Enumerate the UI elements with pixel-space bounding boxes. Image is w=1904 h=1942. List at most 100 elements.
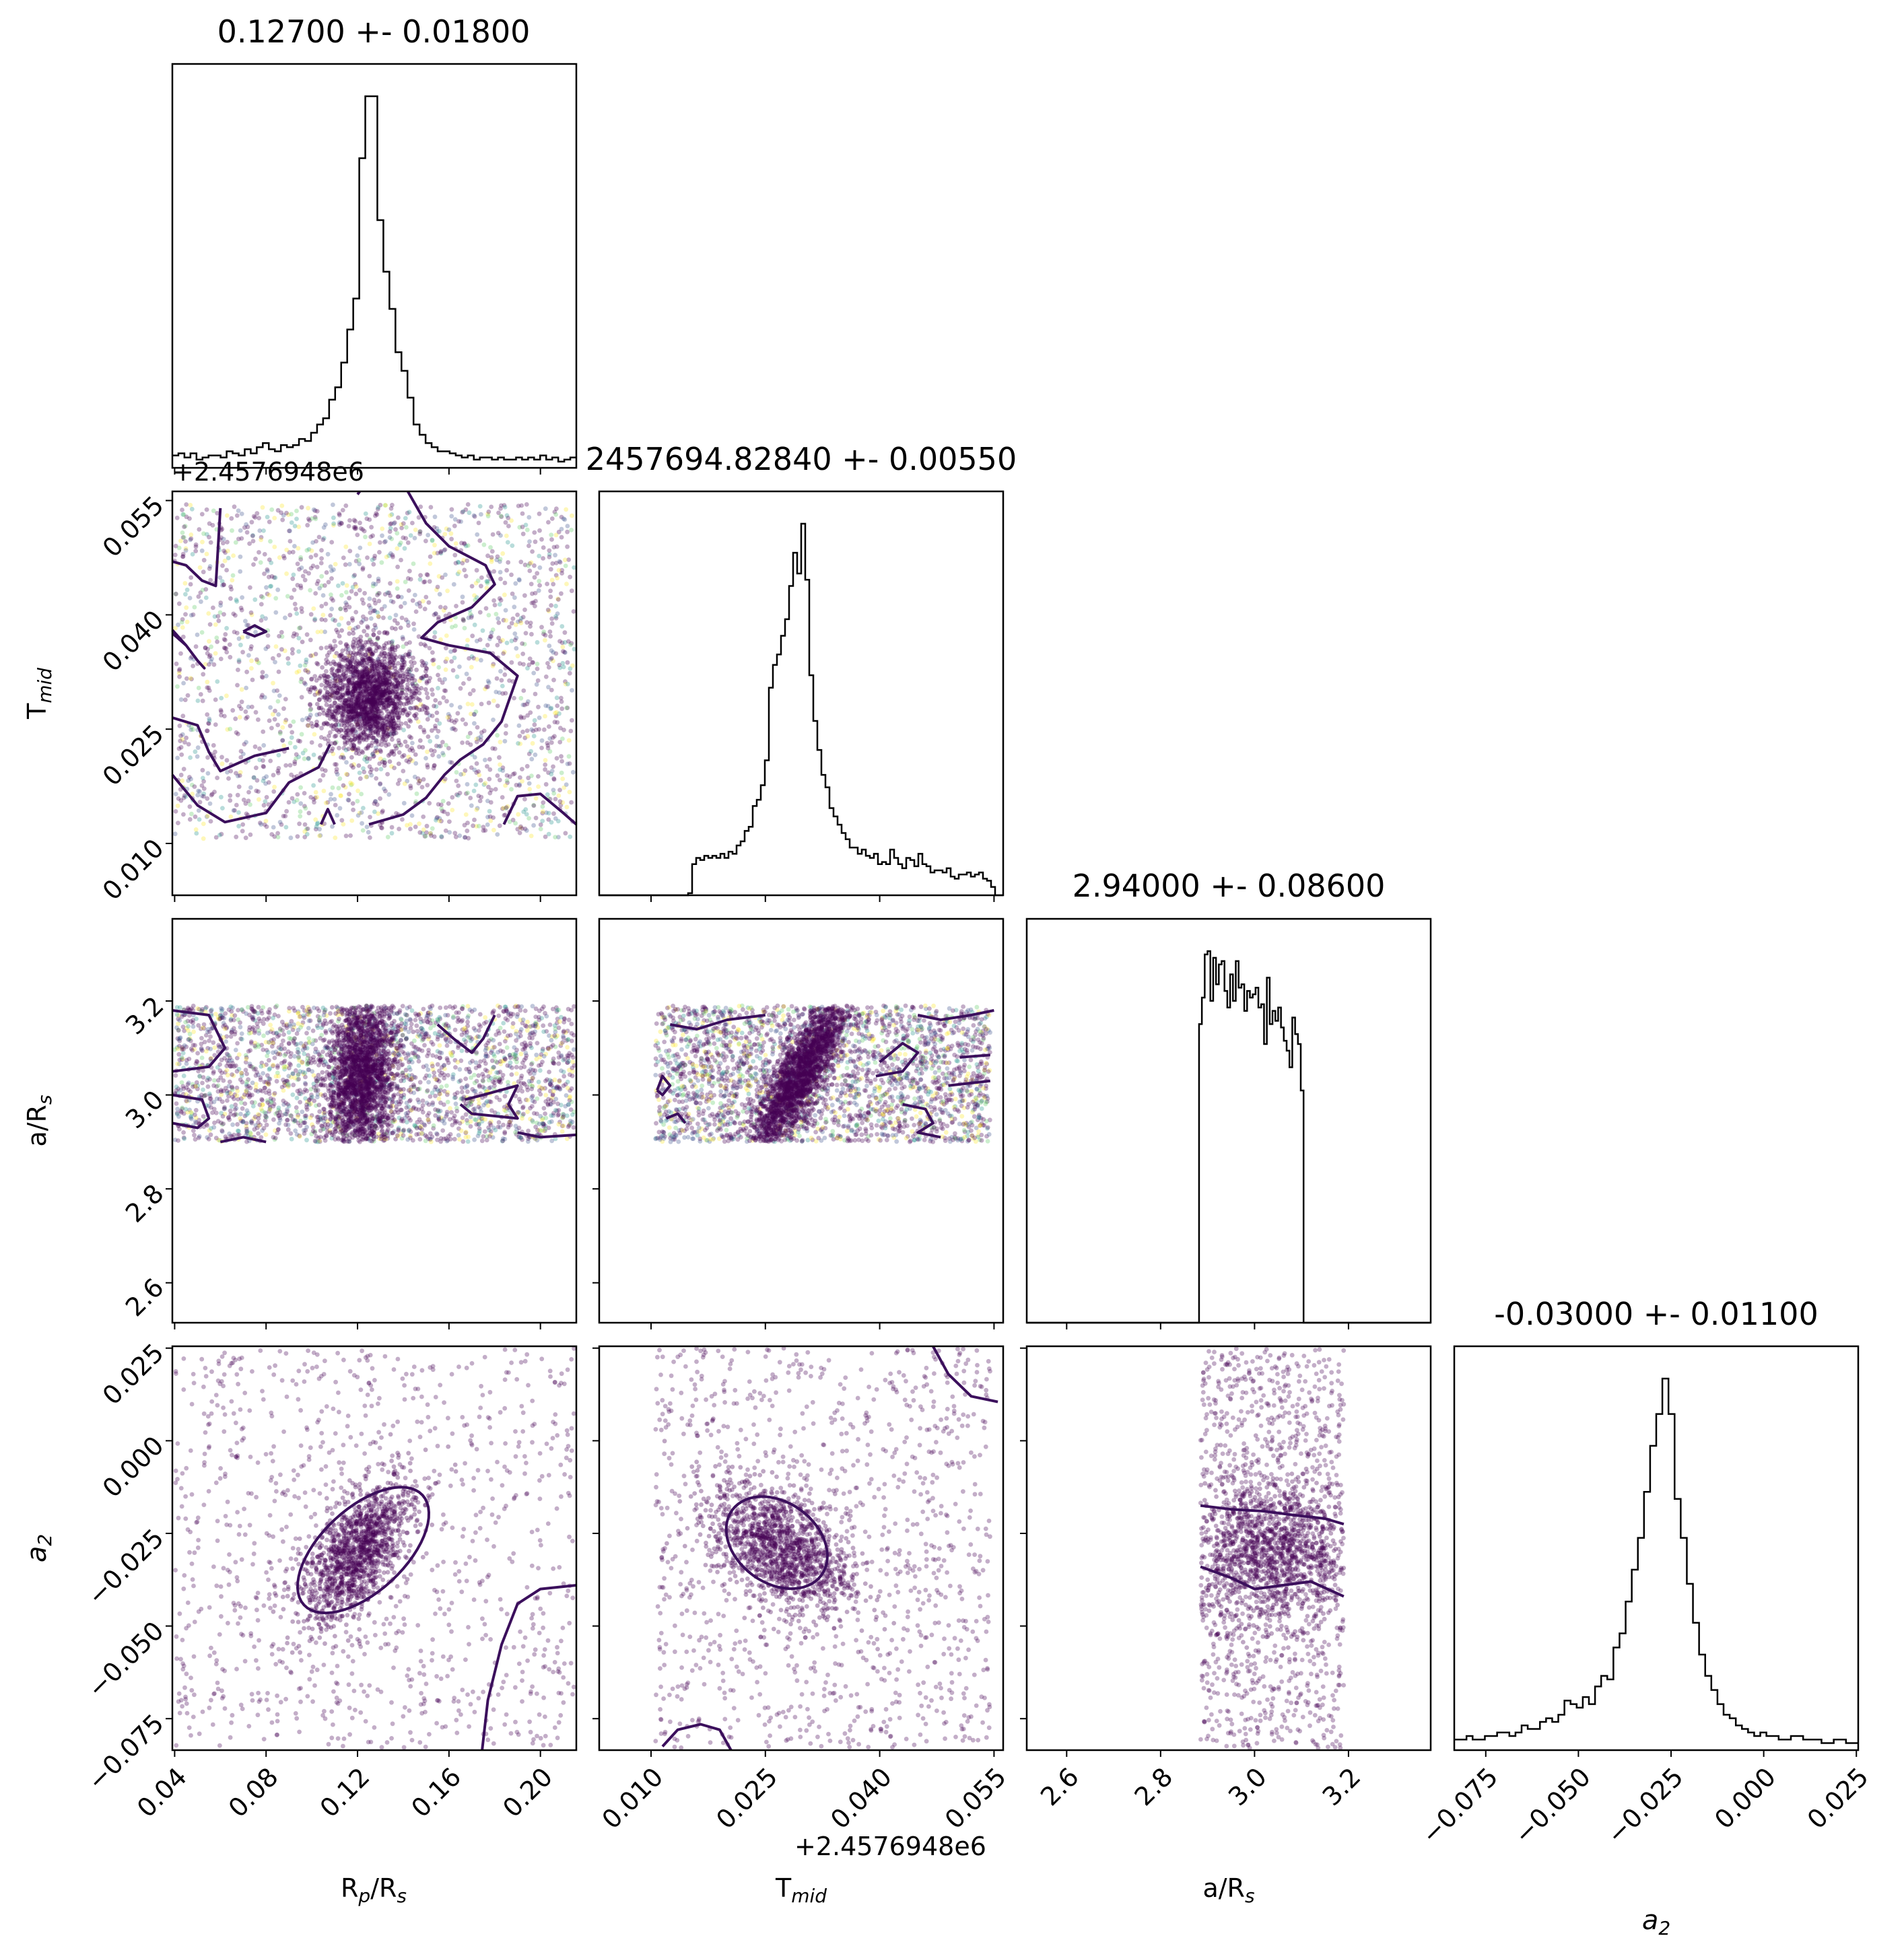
scatter-point bbox=[405, 510, 410, 516]
scatter-point bbox=[298, 625, 303, 631]
scatter-point bbox=[531, 728, 536, 734]
scatter-point bbox=[257, 516, 261, 520]
scatter-point bbox=[397, 654, 403, 660]
scatter-point bbox=[425, 783, 430, 788]
scatter-point bbox=[555, 611, 560, 616]
scatter-point bbox=[300, 574, 306, 579]
scatter-point bbox=[454, 1109, 460, 1114]
scatter-point bbox=[197, 817, 202, 822]
scatter-point bbox=[412, 774, 417, 779]
scatter-point bbox=[314, 821, 320, 827]
scatter-point bbox=[533, 752, 538, 757]
scatter-point bbox=[285, 594, 290, 599]
scatter-point bbox=[192, 604, 197, 610]
scatter-point bbox=[505, 540, 510, 545]
scatter-point bbox=[302, 791, 307, 796]
scatter-point bbox=[401, 535, 406, 541]
scatter-point bbox=[261, 802, 267, 808]
scatter-point bbox=[520, 1105, 526, 1109]
scatter-point bbox=[454, 770, 459, 775]
scatter-point bbox=[324, 570, 329, 575]
scatter-point bbox=[344, 718, 349, 724]
scatter-point bbox=[413, 609, 419, 614]
scatter-point bbox=[186, 778, 191, 784]
scatter-point bbox=[446, 801, 451, 806]
scatter-point bbox=[313, 790, 318, 795]
scatter-point bbox=[331, 521, 336, 526]
scatter-point bbox=[399, 615, 405, 621]
scatter-point bbox=[369, 767, 374, 772]
scatter-point bbox=[560, 644, 566, 650]
scatter-point bbox=[234, 631, 240, 635]
scatter-point bbox=[234, 597, 239, 602]
scatter-point bbox=[308, 707, 313, 713]
scatter-point bbox=[330, 785, 335, 790]
scatter-point bbox=[256, 1131, 261, 1136]
scatter-point bbox=[410, 748, 415, 753]
scatter-point bbox=[311, 797, 316, 802]
scatter-point bbox=[383, 539, 388, 544]
scatter-point bbox=[380, 736, 386, 742]
scatter-point bbox=[427, 800, 432, 806]
scatter-point bbox=[320, 613, 326, 618]
scatter-point bbox=[485, 512, 490, 517]
scatter-point bbox=[327, 692, 333, 697]
scatter-point bbox=[318, 778, 322, 783]
scatter-point bbox=[513, 622, 518, 627]
scatter-point bbox=[270, 712, 275, 717]
scatter-point bbox=[229, 1009, 234, 1014]
scatter-point bbox=[426, 734, 431, 739]
scatter-point bbox=[491, 718, 496, 722]
scatter-point bbox=[379, 742, 384, 747]
scatter-point bbox=[472, 1080, 477, 1086]
scatter-point bbox=[296, 546, 301, 551]
scatter-point bbox=[395, 564, 400, 569]
scatter-point bbox=[303, 748, 308, 753]
scatter-point bbox=[286, 661, 291, 666]
scatter-point bbox=[176, 746, 182, 751]
scatter-point bbox=[320, 537, 326, 543]
scatter-point bbox=[432, 834, 437, 839]
scatter-point bbox=[236, 823, 241, 829]
scatter-point bbox=[321, 1012, 327, 1018]
scatter-point bbox=[553, 603, 558, 609]
scatter-point bbox=[487, 808, 492, 814]
scatter-point bbox=[399, 604, 403, 609]
scatter-point bbox=[210, 522, 215, 528]
scatter-point bbox=[374, 776, 379, 781]
scatter-point bbox=[325, 653, 330, 658]
scatter-point bbox=[440, 1128, 446, 1133]
scatter-point bbox=[487, 790, 493, 796]
scatter-point bbox=[364, 660, 370, 666]
scatter-rp-tmid bbox=[172, 502, 577, 841]
scatter-point bbox=[342, 656, 347, 661]
scatter-point bbox=[365, 555, 370, 560]
scatter-point bbox=[413, 527, 418, 532]
scatter-point bbox=[345, 703, 351, 709]
scatter-point bbox=[343, 544, 349, 549]
scatter-point bbox=[384, 555, 389, 559]
scatter-point bbox=[379, 825, 384, 830]
scatter-point bbox=[382, 786, 386, 792]
scatter-point bbox=[423, 539, 428, 544]
scatter-point bbox=[386, 553, 391, 558]
scatter-point bbox=[219, 695, 224, 701]
scatter-point bbox=[422, 833, 428, 839]
scatter-point bbox=[432, 543, 437, 548]
scatter-point bbox=[425, 695, 430, 700]
scatter-point bbox=[432, 613, 437, 617]
scatter-point bbox=[176, 821, 180, 825]
scatter-point bbox=[384, 697, 390, 701]
scatter-point bbox=[378, 503, 383, 508]
scatter-point bbox=[504, 533, 509, 539]
scatter-point bbox=[289, 595, 294, 600]
scatter-point bbox=[516, 741, 520, 746]
scatter-point bbox=[338, 640, 343, 645]
scatter-points-layer bbox=[172, 502, 1347, 1751]
scatter-point bbox=[355, 532, 360, 537]
scatter-point bbox=[238, 749, 244, 754]
scatter-point bbox=[176, 668, 182, 673]
scatter-point bbox=[335, 728, 340, 733]
scatter-point bbox=[297, 821, 302, 827]
scatter-point bbox=[273, 610, 279, 615]
